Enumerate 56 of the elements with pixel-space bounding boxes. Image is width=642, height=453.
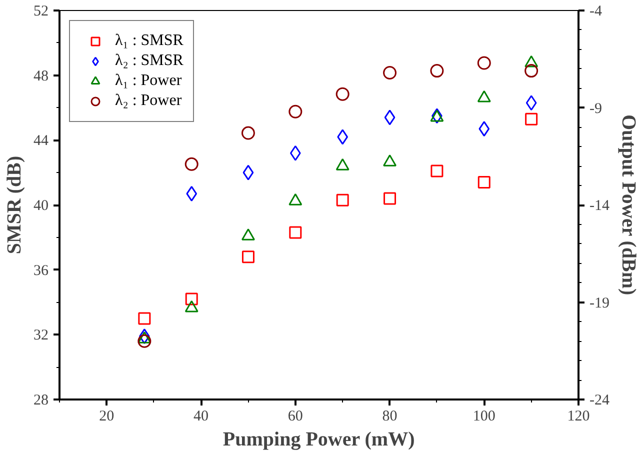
point (336, 158, 350, 170)
x-tick-label: 40 (194, 408, 209, 424)
point (383, 66, 397, 80)
legend-label: λ₁ : SMSR (115, 32, 184, 50)
y-tick-label: 32 (34, 328, 48, 344)
y2-tick-label: -4 (590, 4, 602, 20)
point (290, 145, 301, 161)
point (241, 126, 255, 140)
legend-label: λ₂ : SMSR (115, 52, 184, 70)
x-axis-title: Pumping Power (mW) (222, 428, 415, 450)
y-tick-label: 48 (34, 68, 48, 84)
legend-label: λ₂ : Power (115, 92, 182, 110)
point (288, 193, 302, 206)
point (477, 90, 491, 102)
point (525, 112, 538, 126)
point (184, 300, 198, 312)
point (477, 56, 491, 70)
point (241, 228, 255, 240)
y-tick-label: 52 (34, 4, 48, 20)
y2-tick-label: -9 (590, 100, 602, 117)
y-tick-label: 44 (34, 133, 49, 150)
point (478, 176, 490, 189)
point (242, 164, 254, 180)
y2-axis-title: Output Power (dBm) (617, 114, 640, 296)
point (430, 64, 444, 78)
point (185, 292, 198, 306)
point (186, 186, 198, 202)
y-tick-label: 36 (34, 262, 49, 279)
y-tick-label: 28 (34, 392, 48, 408)
point (383, 154, 397, 166)
y2-tick-label: -14 (590, 198, 610, 214)
point (430, 164, 444, 178)
x-tick-label: 60 (288, 408, 303, 424)
x-tick-label: 20 (99, 408, 114, 424)
point (526, 95, 537, 111)
x-tick-label: 120 (567, 408, 590, 424)
y-tick-label: 40 (34, 198, 48, 214)
point (288, 104, 302, 118)
point (289, 226, 302, 239)
point (138, 312, 151, 325)
y-axis-title: SMSR (dB) (4, 156, 26, 254)
legend-label: λ₁ : Power (115, 72, 182, 90)
y2-tick-label: -19 (590, 295, 610, 312)
point (138, 332, 152, 344)
point (242, 250, 254, 264)
point (384, 192, 396, 205)
x-tick-label: 100 (472, 408, 496, 424)
point (184, 157, 198, 171)
point (336, 194, 349, 206)
point (478, 121, 490, 137)
x-tick-label: 80 (382, 408, 398, 424)
point (337, 129, 348, 145)
y2-tick-label: -24 (590, 392, 610, 408)
point (384, 110, 396, 126)
point (336, 87, 350, 101)
point (524, 64, 538, 78)
